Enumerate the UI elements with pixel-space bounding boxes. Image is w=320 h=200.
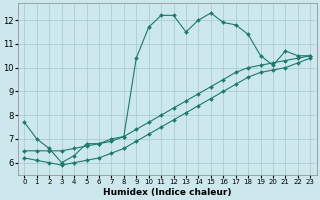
X-axis label: Humidex (Indice chaleur): Humidex (Indice chaleur) [103, 188, 232, 197]
